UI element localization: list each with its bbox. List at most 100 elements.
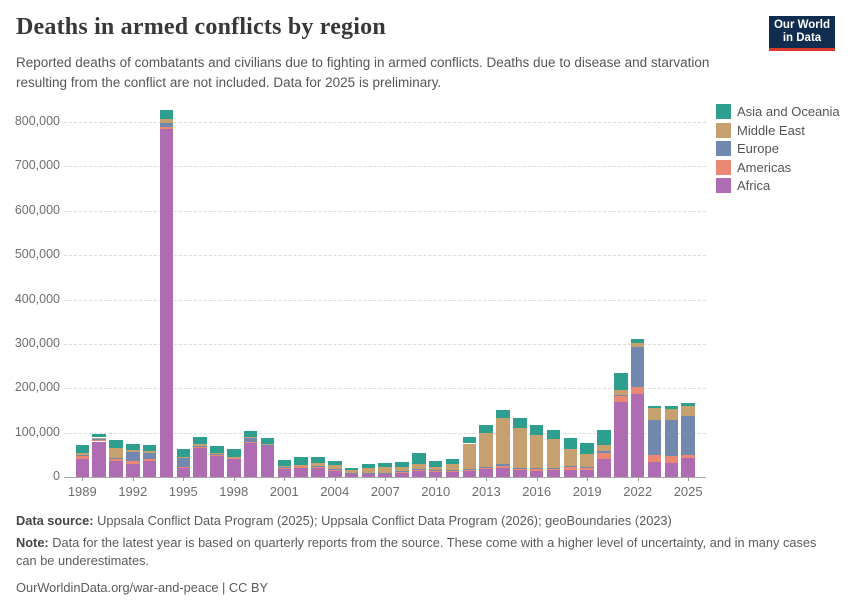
bar-segment-middle-east-2025[interactable] [681, 406, 695, 416]
bar-segment-europe-1990[interactable] [92, 438, 106, 440]
bar-segment-africa-2006[interactable] [361, 474, 376, 477]
bar-segment-europe-2012[interactable] [462, 468, 477, 470]
bar-segment-europe-2015[interactable] [513, 468, 527, 470]
bar-segment-americas-2000[interactable] [260, 445, 275, 447]
bar-segment-europe-2019[interactable] [580, 467, 594, 469]
bar-segment-africa-2009[interactable] [412, 470, 426, 477]
legend-item-asia-and-oceania[interactable]: Asia and Oceania [716, 104, 840, 119]
bar-segment-asia-and-oceania-2004[interactable] [328, 461, 342, 466]
bar-segment-americas-1991[interactable] [109, 458, 123, 462]
bar-segment-africa-1989[interactable] [75, 459, 90, 477]
bar-segment-europe-2021[interactable] [614, 394, 628, 396]
bar-segment-middle-east-2011[interactable] [445, 463, 460, 470]
bar-segment-asia-and-oceania-2009[interactable] [412, 453, 426, 465]
bar-segment-asia-and-oceania-2008[interactable] [395, 461, 409, 468]
bar-segment-europe-2009[interactable] [412, 468, 426, 470]
bar-segment-asia-and-oceania-1991[interactable] [109, 440, 123, 448]
bar-segment-americas-2008[interactable] [395, 471, 409, 473]
bar-segment-asia-and-oceania-2005[interactable] [344, 468, 359, 471]
bar-segment-middle-east-2001[interactable] [277, 465, 291, 467]
bar-segment-americas-1992[interactable] [126, 461, 140, 464]
bar-segment-europe-1991[interactable] [109, 458, 123, 460]
bar-segment-africa-2015[interactable] [513, 470, 527, 477]
bar-segment-africa-2020[interactable] [597, 458, 611, 477]
bar-segment-americas-2024[interactable] [664, 456, 679, 463]
owid-logo[interactable]: Our World in Data [769, 16, 835, 51]
bar-segment-asia-and-oceania-1994[interactable] [159, 110, 174, 120]
bar-segment-asia-and-oceania-2010[interactable] [428, 461, 443, 467]
bar-segment-europe-2006[interactable] [361, 473, 376, 474]
bar-segment-middle-east-2013[interactable] [479, 433, 493, 468]
bar-segment-asia-and-oceania-2014[interactable] [496, 409, 510, 419]
bar-segment-middle-east-1994[interactable] [159, 119, 174, 123]
bar-segment-americas-2020[interactable] [597, 453, 611, 459]
bar-segment-africa-2005[interactable] [344, 474, 359, 477]
bar-segment-africa-2012[interactable] [462, 470, 477, 477]
bar-segment-africa-2002[interactable] [294, 468, 308, 477]
bar-segment-americas-2018[interactable] [563, 466, 578, 470]
bar-segment-middle-east-2024[interactable] [664, 409, 679, 421]
bar-segment-africa-2018[interactable] [563, 469, 578, 477]
bar-segment-americas-2022[interactable] [630, 387, 645, 395]
bar-segment-americas-1989[interactable] [75, 455, 90, 460]
bar-segment-africa-2025[interactable] [681, 457, 695, 477]
bar-segment-europe-2018[interactable] [563, 466, 578, 468]
bar-segment-americas-2014[interactable] [496, 466, 510, 469]
legend-item-europe[interactable]: Europe [716, 141, 840, 156]
bar-segment-africa-1994[interactable] [159, 128, 174, 477]
legend-item-middle-east[interactable]: Middle East [716, 122, 840, 138]
bar-segment-africa-2017[interactable] [546, 470, 561, 477]
bar-segment-asia-and-oceania-2016[interactable] [529, 424, 544, 435]
bar-segment-americas-2016[interactable] [529, 468, 544, 471]
bar-segment-europe-2025[interactable] [681, 415, 695, 456]
bar-segment-europe-1996[interactable] [193, 445, 207, 448]
bar-segment-asia-and-oceania-2022[interactable] [630, 339, 645, 343]
bar-segment-europe-2024[interactable] [664, 420, 679, 457]
bar-segment-americas-1994[interactable] [159, 127, 174, 129]
bar-segment-asia-and-oceania-1992[interactable] [126, 443, 140, 451]
bar-segment-middle-east-2002[interactable] [294, 464, 308, 466]
bar-segment-asia-and-oceania-2012[interactable] [462, 437, 477, 444]
legend-item-americas[interactable]: Americas [716, 159, 840, 175]
bar-segment-africa-2019[interactable] [580, 470, 594, 477]
bar-segment-europe-2016[interactable] [529, 468, 544, 470]
bar-segment-africa-2003[interactable] [311, 468, 325, 477]
bar-segment-americas-2013[interactable] [479, 467, 493, 470]
bar-segment-europe-2001[interactable] [277, 466, 291, 468]
bar-segment-europe-1989[interactable] [75, 455, 90, 457]
bar-segment-africa-2007[interactable] [378, 474, 392, 477]
bar-segment-asia-and-oceania-1990[interactable] [92, 433, 106, 438]
bar-segment-asia-and-oceania-1996[interactable] [193, 437, 207, 445]
bar-segment-americas-2009[interactable] [412, 469, 426, 471]
bar-segment-americas-2010[interactable] [428, 469, 443, 472]
bar-segment-asia-and-oceania-1989[interactable] [75, 445, 90, 454]
bar-segment-africa-2010[interactable] [428, 471, 443, 477]
bar-segment-asia-and-oceania-2013[interactable] [479, 425, 493, 434]
bar-segment-americas-1996[interactable] [193, 447, 207, 449]
bar-segment-asia-and-oceania-2024[interactable] [664, 406, 679, 410]
bar-segment-africa-2013[interactable] [479, 469, 493, 477]
bar-segment-americas-2004[interactable] [328, 469, 342, 471]
bar-segment-middle-east-2003[interactable] [311, 462, 325, 467]
bar-segment-middle-east-2005[interactable] [344, 470, 359, 473]
bar-segment-europe-2002[interactable] [294, 465, 308, 467]
bar-segment-asia-and-oceania-2017[interactable] [546, 430, 561, 440]
bar-segment-middle-east-1989[interactable] [75, 453, 90, 456]
bar-segment-americas-2021[interactable] [614, 395, 628, 402]
bar-segment-middle-east-2017[interactable] [546, 439, 561, 468]
bar-segment-africa-1997[interactable] [210, 455, 224, 477]
bar-segment-americas-2015[interactable] [513, 468, 527, 471]
bar-segment-americas-1999[interactable] [243, 441, 258, 443]
bar-segment-middle-east-1993[interactable] [142, 451, 157, 454]
bar-segment-africa-1990[interactable] [92, 441, 106, 477]
bar-segment-europe-1999[interactable] [243, 437, 258, 442]
bar-segment-asia-and-oceania-2018[interactable] [563, 437, 578, 450]
bar-segment-americas-2002[interactable] [294, 466, 308, 469]
bar-segment-africa-1991[interactable] [109, 461, 123, 477]
bar-segment-middle-east-2016[interactable] [529, 434, 544, 469]
bar-segment-europe-1995[interactable] [176, 457, 191, 468]
bar-segment-asia-and-oceania-2001[interactable] [277, 459, 291, 466]
bar-segment-asia-and-oceania-2002[interactable] [294, 457, 308, 465]
bar-segment-middle-east-2022[interactable] [630, 342, 645, 347]
bar-segment-asia-and-oceania-1997[interactable] [210, 446, 224, 454]
